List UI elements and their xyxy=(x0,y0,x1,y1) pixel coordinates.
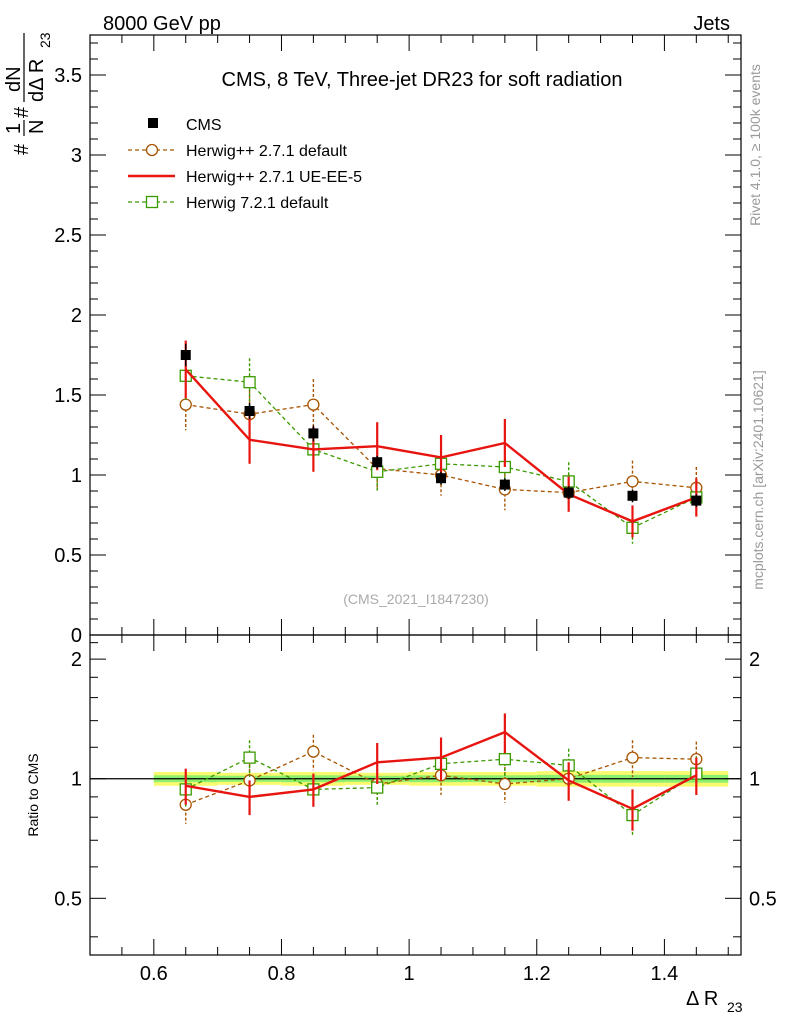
ratio-herwig-2-7-1-default-marker xyxy=(307,745,320,758)
main-cms-marker xyxy=(180,350,191,360)
ylabel-dDeltaR: dΔ R xyxy=(26,59,48,102)
legend-marker-herwig271 xyxy=(145,143,159,157)
ylabel-one: 1 xyxy=(3,123,25,134)
ratio-herwig-7-2-1-default-marker xyxy=(498,753,512,766)
ylabel-N: N xyxy=(26,120,48,134)
main-ylabel: # 1 N # dN dΔ R 23 xyxy=(3,32,53,155)
main-ytick-label: 0.5 xyxy=(54,545,82,567)
rivet-version-label: Rivet 4.1.0, ≥ 100k events xyxy=(747,64,763,226)
main-herwig-2-7-1-default-marker xyxy=(307,398,320,411)
ratio-xtick-label: 1.2 xyxy=(523,963,551,985)
ratio-axes: 0.5 0.5 1 1 2 2 0.6 0.8 1 1.2 1.4 xyxy=(54,635,777,985)
ratio-plot-frame xyxy=(89,634,742,956)
analysis-watermark: (CMS_2021_I1847230) xyxy=(343,591,489,607)
ylabel-subscript: 23 xyxy=(37,32,53,48)
main-cms-marker xyxy=(372,457,383,468)
ratio-ytick-label-right: 0.5 xyxy=(749,888,777,910)
header-energy-label: 8000 GeV pp xyxy=(103,13,221,35)
main-ytick-label: 0 xyxy=(71,625,82,647)
main-cms-marker xyxy=(244,406,255,416)
xlabel-subscript: 23 xyxy=(727,999,743,1015)
ylabel-hash1: # xyxy=(11,143,33,155)
header-process-label: Jets xyxy=(693,13,730,35)
ylabel-dN: dN xyxy=(3,66,25,92)
legend-label-herwig271: Herwig++ 2.7.1 default xyxy=(186,143,348,160)
ratio-herwig-2-7-1-default-marker xyxy=(626,751,639,764)
chart-title: CMS, 8 TeV, Three-jet DR23 for soft radi… xyxy=(222,69,623,91)
main-ytick-label: 3.5 xyxy=(54,65,82,87)
legend-label-herwig721: Herwig 7.2.1 default xyxy=(186,195,329,212)
legend-label-cms: CMS xyxy=(186,117,222,134)
main-herwig-2-7-1-default-marker xyxy=(179,398,192,411)
ratio-ytick-label-right: 2 xyxy=(749,649,760,671)
ratio-ytick-label-left: 1 xyxy=(71,769,82,791)
ratio-ytick-label-left: 0.5 xyxy=(54,888,82,910)
x-axis-label: Δ R 23 xyxy=(686,988,743,1015)
ratio-xtick-label: 1.4 xyxy=(651,963,679,985)
xlabel-main: Δ R xyxy=(686,988,718,1010)
legend-marker-cms xyxy=(148,118,158,128)
main-y-axis: 0 0.5 1 1.5 2 2.5 3 3.5 xyxy=(54,35,741,647)
ratio-series-group xyxy=(179,713,703,836)
main-herwig-2-7-1-ue-ee-5-line xyxy=(184,368,697,523)
ylabel-hash2: # xyxy=(11,106,33,118)
main-herwig-2-7-1-default-marker xyxy=(626,475,639,488)
legend-marker-herwig721 xyxy=(145,195,159,209)
main-cms-marker xyxy=(563,487,574,498)
main-ytick-label: 2 xyxy=(71,305,82,327)
main-herwig-7-2-1-default-marker xyxy=(243,376,256,389)
main-cms-marker xyxy=(499,479,510,490)
ratio-herwig-2-7-1-default-marker xyxy=(498,777,512,791)
ratio-ytick-label-left: 2 xyxy=(71,649,82,671)
main-cms-marker xyxy=(436,473,447,484)
main-ytick-label: 2.5 xyxy=(54,225,82,247)
legend-label-herwig271-ue: Herwig++ 2.7.1 UE-EE-5 xyxy=(186,169,362,186)
ratio-xtick-label: 0.8 xyxy=(268,963,296,985)
main-cms-marker xyxy=(308,428,319,439)
main-cms-marker xyxy=(691,495,702,506)
legend: CMS Herwig++ 2.7.1 default Herwig++ 2.7.… xyxy=(128,117,362,212)
main-ytick-label: 1 xyxy=(71,465,82,487)
ratio-herwig-2-7-1-ue-ee-5-line xyxy=(185,730,697,811)
main-ytick-label: 3 xyxy=(71,145,82,167)
main-series-group xyxy=(179,340,703,544)
main-ytick-label: 1.5 xyxy=(54,385,82,407)
main-cms-marker xyxy=(627,490,638,501)
ratio-ylabel: Ratio to CMS xyxy=(25,753,41,836)
ratio-xtick-label: 0.6 xyxy=(140,963,168,985)
mcplots-label: mcplots.cern.ch [arXiv:2401.10621] xyxy=(750,370,766,589)
ratio-xtick-label: 1 xyxy=(404,963,415,985)
ratio-herwig-7-2-1-default-marker xyxy=(243,751,256,764)
ratio-ytick-label-right: 1 xyxy=(749,769,760,791)
